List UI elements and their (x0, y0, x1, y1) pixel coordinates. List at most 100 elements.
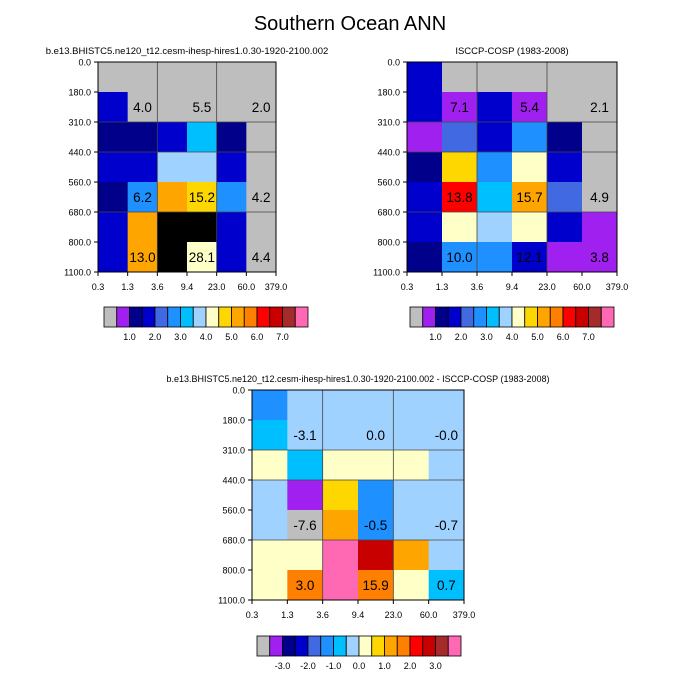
colorbar-tick-label: 6.0 (251, 332, 264, 342)
y-tick-label: 440.0 (377, 148, 400, 158)
heatmap-cell (428, 510, 465, 541)
colorbar-swatch (320, 635, 334, 657)
y-tick-label: 800.0 (68, 238, 91, 248)
colorbar-swatch (409, 306, 424, 328)
colorbar-swatch (447, 306, 462, 328)
colorbar-tick-label: 2.0 (149, 332, 162, 342)
cell-value-label: 15.7 (516, 190, 542, 205)
colorbar-tick-label: 6.0 (557, 332, 570, 342)
heatmap-cell (477, 242, 513, 273)
heatmap-cell (246, 212, 277, 243)
heatmap-cell (127, 152, 158, 183)
cell-value-label: 0.7 (437, 578, 456, 593)
heatmap-cell (358, 390, 394, 421)
heatmap-cell (358, 510, 394, 541)
heatmap-cell (322, 480, 359, 511)
x-tick-label: 60.0 (573, 282, 591, 292)
y-tick-label: 310.0 (68, 118, 91, 128)
colorbar-tick-label: 2.0 (404, 661, 417, 671)
colorbar-swatch (498, 306, 513, 328)
heatmap-cell (393, 420, 430, 451)
colorbar-swatch (435, 306, 449, 328)
heatmap-cell (428, 420, 465, 451)
heatmap-cell (428, 570, 465, 601)
heatmap-cell (358, 540, 394, 571)
colorbar-swatch (231, 306, 245, 328)
heatmap-cell (157, 122, 188, 153)
heatmap-cell (157, 182, 188, 213)
heatmap-cell (547, 212, 583, 243)
colorbar-tick-label: 1.0 (429, 332, 442, 342)
colorbar-tick-label: 0.0 (353, 661, 366, 671)
heatmap-cell (547, 242, 583, 273)
heatmap-cell (358, 420, 394, 451)
y-tick-label: 0.0 (387, 58, 400, 68)
colorbar-tick-label: 4.0 (200, 332, 213, 342)
colorbar-swatch (103, 306, 118, 328)
cell-value-label: 2.0 (252, 100, 271, 115)
x-tick-label: 1.3 (436, 282, 449, 292)
heatmap-cell (246, 182, 277, 213)
heatmap-cell (98, 152, 129, 183)
colorbar-tick-label: 7.0 (276, 332, 289, 342)
heatmap-cell (407, 242, 443, 273)
heatmap-cell (252, 480, 288, 511)
colorbar-swatch (396, 635, 411, 657)
cell-value-label: 28.1 (189, 250, 215, 265)
y-tick-label: 180.0 (222, 416, 245, 426)
heatmap-cell (582, 122, 618, 153)
x-tick-label: 3.6 (316, 610, 329, 620)
colorbar-swatch (116, 306, 130, 328)
heatmap-cell (512, 152, 548, 183)
heatmap-cell (477, 122, 513, 153)
colorbar-swatch (167, 306, 181, 328)
cell-value-label: 5.5 (192, 100, 211, 115)
heatmap-cell (127, 92, 158, 123)
colorbar-swatch (511, 306, 526, 328)
heatmap-cell (287, 510, 324, 541)
heatmap-cell (216, 152, 247, 183)
x-tick-label: 23.0 (385, 610, 403, 620)
heatmap-cell (252, 420, 288, 451)
heatmap-cell (393, 450, 430, 481)
colorbar-swatch (180, 306, 194, 328)
heatmap-cell (246, 62, 277, 93)
cell-value-label: 6.2 (133, 190, 152, 205)
colorbar-swatch (345, 635, 360, 657)
colorbar-swatch (384, 635, 398, 657)
heatmap-cell (407, 62, 443, 93)
heatmap-cell (187, 242, 218, 273)
colorbar-swatch (282, 306, 296, 328)
cell-value-label: 2.1 (590, 100, 609, 115)
cell-value-label: -3.1 (293, 428, 316, 443)
heatmap-cell (252, 450, 288, 481)
heatmap-cell (547, 182, 583, 213)
colorbar-swatch (282, 635, 296, 657)
colorbar-tick-label: -1.0 (326, 661, 342, 671)
x-tick-label: 379.0 (265, 282, 288, 292)
heatmap-cell (216, 212, 247, 243)
heatmap-cell (407, 212, 443, 243)
heatmap-cell (442, 152, 478, 183)
y-tick-label: 310.0 (377, 118, 400, 128)
colorbar-swatch (294, 635, 309, 657)
cell-value-label: 15.9 (363, 578, 389, 593)
heatmap-cell (287, 540, 324, 571)
colorbar-swatch (269, 306, 283, 328)
cell-value-label: 0.0 (366, 428, 385, 443)
y-tick-label: 0.0 (232, 386, 245, 396)
heatmap-cell (216, 62, 247, 93)
colorbar-swatch (205, 306, 220, 328)
colorbar-swatch (218, 306, 232, 328)
y-tick-label: 800.0 (377, 238, 400, 248)
x-tick-label: 1.3 (281, 610, 294, 620)
heatmap-cell (582, 242, 618, 273)
heatmap-panel-2: ISCCP-COSP (1983-2008) 0.0 180.0 310.0 440.0… (373, 46, 628, 342)
heatmap-cell (512, 242, 548, 273)
panel-title: ISCCP-COSP (1983-2008) (455, 46, 568, 57)
heatmap-cell (322, 420, 359, 451)
colorbar-tick-label: 3.0 (429, 661, 442, 671)
y-tick-label: 1100.0 (64, 268, 91, 278)
heatmap-cell (477, 182, 513, 213)
heatmap-cell (547, 152, 583, 183)
